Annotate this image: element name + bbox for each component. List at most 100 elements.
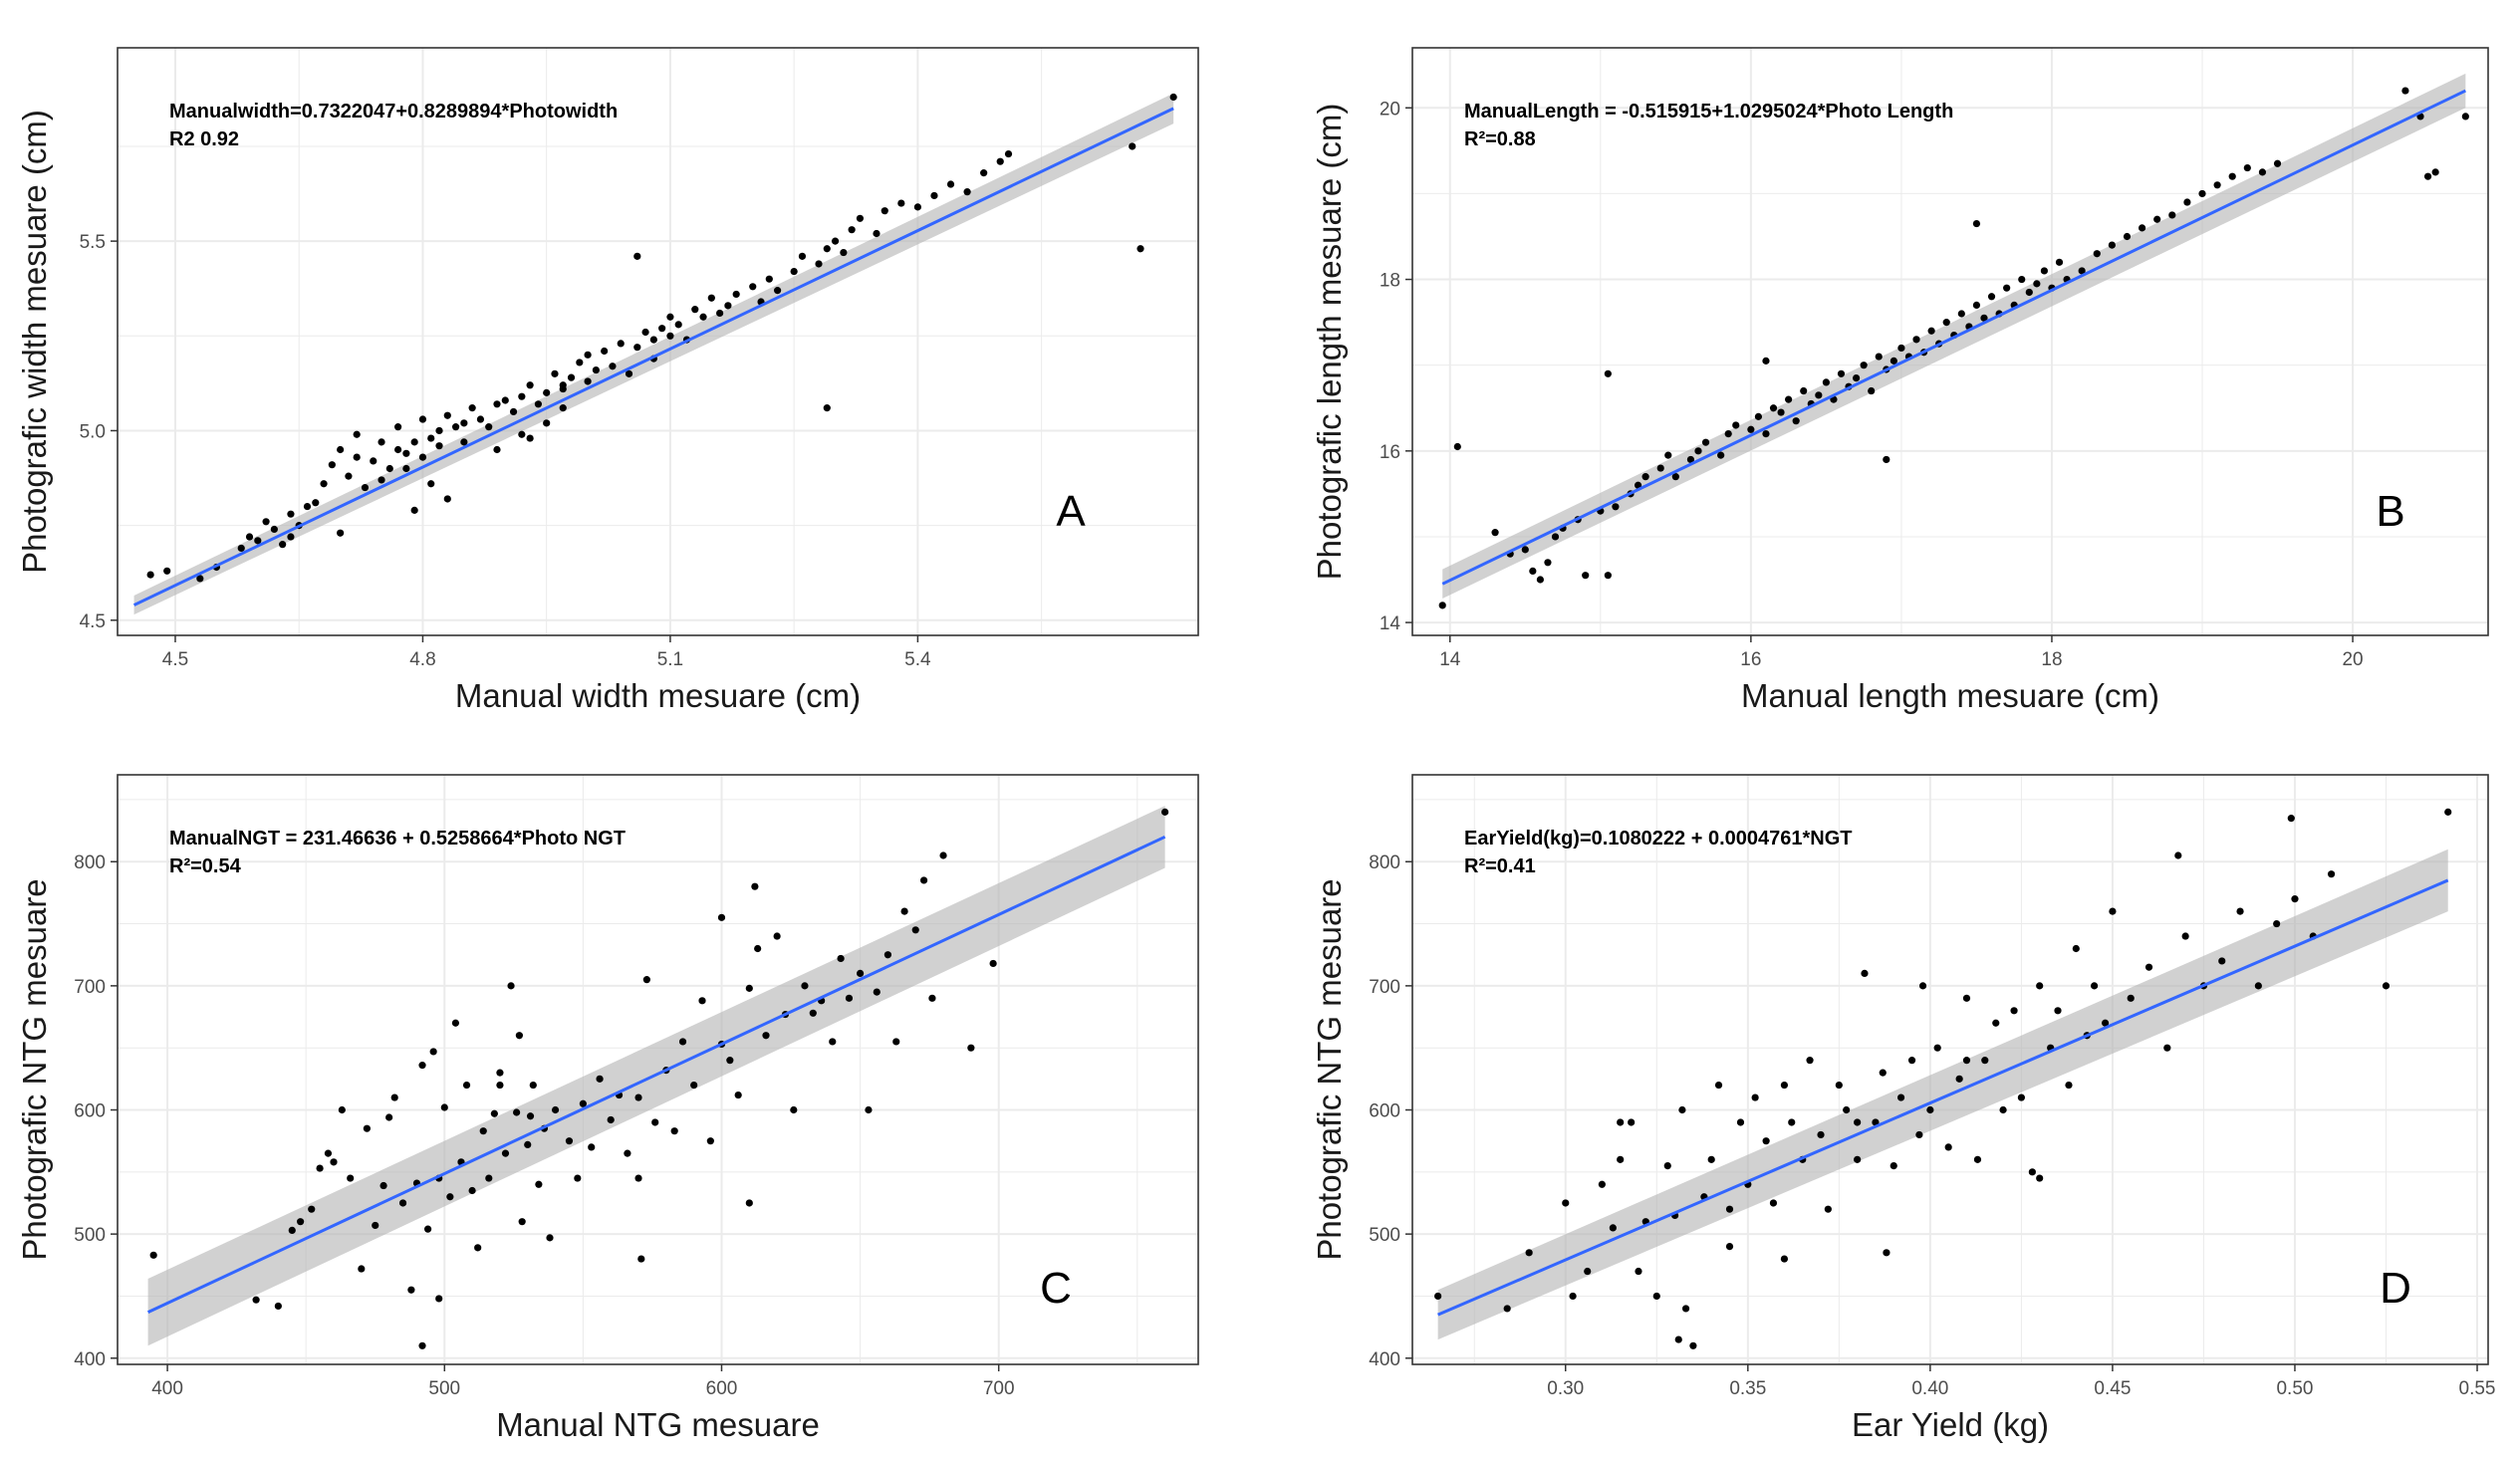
data-point (2401, 87, 2409, 95)
y-tick-label: 800 (74, 852, 106, 873)
data-point (551, 369, 559, 377)
data-point (435, 426, 443, 435)
data-point (328, 461, 336, 469)
data-point (509, 407, 518, 416)
data-point (1992, 1019, 2000, 1027)
data-point (303, 502, 312, 511)
data-point (324, 1149, 333, 1157)
data-point (2213, 181, 2221, 189)
regression-equation: ManualLength = -0.515915+1.0295024*Photo… (1464, 101, 1953, 122)
data-point (1525, 1249, 1533, 1257)
data-point (287, 533, 295, 541)
data-point (1944, 1143, 1952, 1151)
data-point (288, 1226, 296, 1234)
data-point (773, 287, 782, 295)
data-point (790, 1105, 798, 1114)
data-point (946, 180, 955, 188)
data-point (337, 529, 345, 537)
data-point (2055, 258, 2064, 266)
data-point (574, 1174, 582, 1182)
data-point (1551, 533, 1560, 541)
x-tick-label: 5.4 (904, 649, 931, 670)
data-point (1806, 1057, 1814, 1065)
data-point (798, 252, 807, 260)
data-point (2198, 189, 2206, 198)
data-point (460, 438, 468, 446)
data-point (1896, 1093, 1905, 1101)
data-point (1434, 1292, 1442, 1301)
y-axis-title: Photografic NTG mesuare (16, 878, 53, 1260)
data-point (634, 1174, 642, 1182)
data-point (2036, 982, 2044, 990)
gridlines (118, 48, 1198, 635)
data-point (1736, 1118, 1745, 1126)
data-point (2144, 963, 2153, 971)
data-point (845, 994, 854, 1002)
panel-border (1411, 47, 2489, 636)
data-point (526, 1112, 535, 1120)
data-point (873, 988, 881, 996)
data-point (507, 982, 515, 990)
data-point (2181, 932, 2189, 940)
data-point (1598, 1180, 1606, 1188)
data-point (1652, 1292, 1660, 1301)
data-point (773, 932, 781, 940)
data-point (1972, 301, 1981, 309)
data-point (518, 1218, 526, 1226)
y-tick-label: 700 (74, 977, 106, 998)
data-point (2174, 851, 2182, 859)
data-point (1762, 1137, 1770, 1145)
data-point (690, 1081, 698, 1090)
data-point (479, 1127, 487, 1135)
data-point (543, 419, 551, 427)
data-point (370, 457, 378, 465)
data-point (1883, 455, 1890, 464)
data-point (823, 404, 831, 412)
data-point (1604, 572, 1612, 580)
data-point (262, 518, 270, 526)
data-point (347, 1174, 355, 1182)
data-point (745, 984, 753, 992)
data-point (1800, 386, 1808, 395)
data-point (468, 404, 476, 412)
panel-b: 14 16 18 20 14 16 18 20 Manual length mesuare (c… (1311, 47, 2489, 714)
data-point (1957, 310, 1965, 318)
data-point (1890, 357, 1897, 364)
data-point (930, 191, 938, 200)
data-point (765, 275, 773, 283)
data-point (1815, 391, 1823, 399)
data-point (312, 499, 320, 507)
data-point (535, 1180, 543, 1188)
data-point (1635, 1267, 1642, 1276)
data-point (316, 1164, 324, 1172)
data-point (751, 882, 759, 890)
data-point (524, 1140, 532, 1149)
data-point (379, 1181, 387, 1190)
data-point (534, 400, 543, 408)
data-point (2163, 1044, 2171, 1052)
data-point (1521, 546, 1529, 554)
data-point (637, 1255, 645, 1263)
data-point (634, 1093, 642, 1101)
data-point (865, 1105, 873, 1114)
x-tick-label: 0.30 (1547, 1378, 1584, 1399)
y-axis-title: Photografic NTG mesuare (1311, 878, 1348, 1260)
data-point (1890, 1161, 1897, 1170)
data-point (2033, 280, 2041, 288)
data-point (2017, 1093, 2025, 1101)
data-point (892, 1038, 900, 1046)
data-point (919, 876, 928, 884)
y-tick-label: 5.5 (80, 232, 106, 253)
data-point (649, 336, 657, 344)
panel-d: 0.30 0.35 0.40 0.45 0.50 0.55 400 500 600 700 800 E… (1311, 774, 2496, 1443)
data-point (451, 423, 460, 431)
data-point (1663, 1161, 1671, 1170)
data-point (881, 207, 888, 215)
data-point (1861, 969, 1869, 978)
data-point (1664, 451, 1672, 459)
data-point (633, 344, 641, 352)
data-point (2138, 224, 2146, 232)
data-point (762, 1032, 770, 1040)
data-point (584, 377, 592, 385)
data-point (1780, 1081, 1789, 1090)
